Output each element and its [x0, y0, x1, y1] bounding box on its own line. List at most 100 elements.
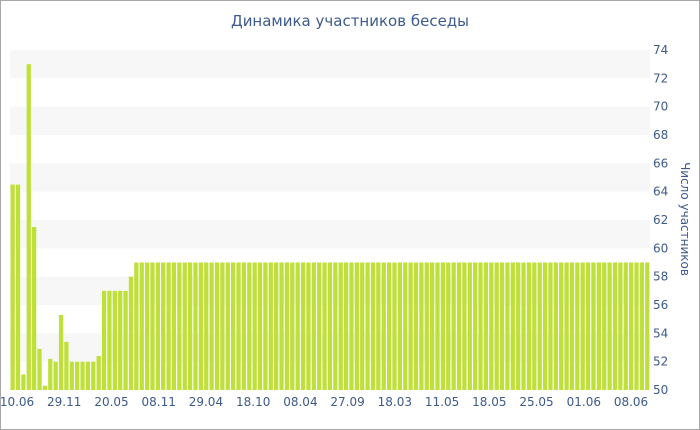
- bar: [575, 262, 580, 390]
- bar: [596, 262, 601, 390]
- x-tick-label: 18.10: [236, 395, 270, 409]
- bar: [408, 262, 413, 390]
- bar: [381, 262, 386, 390]
- y-tick-label: 74: [653, 43, 668, 57]
- bar: [564, 262, 569, 390]
- bar: [580, 262, 585, 390]
- bar: [80, 361, 85, 390]
- bar: [354, 262, 359, 390]
- bar: [96, 356, 101, 390]
- bar: [150, 262, 155, 390]
- bar: [510, 262, 515, 390]
- bar: [553, 262, 558, 390]
- bar: [343, 262, 349, 390]
- bar: [612, 262, 618, 390]
- bar: [602, 262, 607, 390]
- bar: [462, 262, 467, 390]
- grid-band: [10, 220, 650, 249]
- bar: [112, 290, 117, 390]
- y-tick-label: 68: [653, 128, 668, 142]
- bar: [32, 227, 37, 390]
- bar: [166, 262, 171, 390]
- bar: [198, 262, 204, 390]
- bar: [376, 262, 381, 390]
- bar: [537, 262, 542, 390]
- bar: [231, 262, 236, 390]
- bar: [85, 361, 91, 390]
- bars: [10, 64, 650, 391]
- y-tick-label: 66: [653, 156, 668, 170]
- bar: [585, 262, 591, 390]
- x-tick-label: 10.06: [0, 395, 34, 409]
- y-tick-label: 62: [653, 213, 668, 227]
- bar: [516, 262, 521, 390]
- bar: [300, 262, 306, 390]
- bar: [182, 262, 187, 390]
- bar: [58, 314, 64, 390]
- bar: [591, 262, 596, 390]
- y-tick-label: 70: [653, 100, 668, 114]
- bar: [306, 262, 311, 390]
- x-tick-label: 20.05: [94, 395, 128, 409]
- x-axis-ticks: 10.06 29.11 20.05 08.11 29.04 18.10 08.04 27.09…: [0, 395, 648, 409]
- bar: [26, 64, 31, 391]
- bar: [618, 262, 623, 390]
- y-tick-label: 56: [653, 298, 668, 312]
- bar: [69, 361, 74, 390]
- bar: [53, 361, 58, 390]
- bar: [91, 361, 96, 390]
- bar: [386, 262, 392, 390]
- bar: [10, 184, 15, 390]
- bar: [349, 262, 354, 390]
- y-tick-label: 52: [653, 355, 668, 369]
- bar: [634, 262, 639, 390]
- bar: [494, 262, 499, 390]
- bar: [483, 262, 489, 390]
- bar: [370, 262, 376, 390]
- y-tick-label: 58: [653, 270, 668, 284]
- bar: [397, 262, 403, 390]
- bar: [333, 262, 338, 390]
- bar: [118, 290, 123, 390]
- bar: [467, 262, 472, 390]
- bar: [220, 262, 225, 390]
- y-axis-ticks: 50 52 54 56 58 60 62 64 66 68 70 72 74: [653, 43, 668, 397]
- bar: [279, 262, 284, 390]
- grid-band: [10, 106, 650, 135]
- x-tick-label: 11.05: [425, 395, 459, 409]
- bar: [204, 262, 209, 390]
- bar: [274, 262, 279, 390]
- bar: [268, 262, 273, 390]
- bar: [187, 262, 193, 390]
- bar: [75, 361, 80, 390]
- grid-band: [10, 50, 650, 79]
- y-tick-label: 72: [653, 71, 668, 85]
- bar: [15, 184, 21, 390]
- bar: [263, 262, 268, 390]
- bar: [542, 262, 548, 390]
- bar: [548, 262, 553, 390]
- bar: [241, 262, 247, 390]
- bar: [257, 262, 263, 390]
- bar: [559, 262, 564, 390]
- bar: [155, 262, 160, 390]
- bar: [252, 262, 257, 390]
- y-tick-label: 64: [653, 185, 668, 199]
- bar: [37, 348, 42, 390]
- bar: [532, 262, 537, 390]
- bar: [440, 262, 446, 390]
- bar: [134, 262, 139, 390]
- bar: [403, 262, 408, 390]
- bar: [623, 262, 628, 390]
- bar: [284, 262, 290, 390]
- bar: [639, 262, 645, 390]
- bar: [290, 262, 295, 390]
- x-tick-label: 01.06: [567, 395, 601, 409]
- bar: [225, 262, 230, 390]
- bar: [139, 262, 144, 390]
- x-tick-label: 18.05: [472, 395, 506, 409]
- bar: [360, 262, 365, 390]
- x-tick-label: 29.11: [47, 395, 81, 409]
- bar: [42, 385, 48, 390]
- y-tick-label: 60: [653, 241, 668, 255]
